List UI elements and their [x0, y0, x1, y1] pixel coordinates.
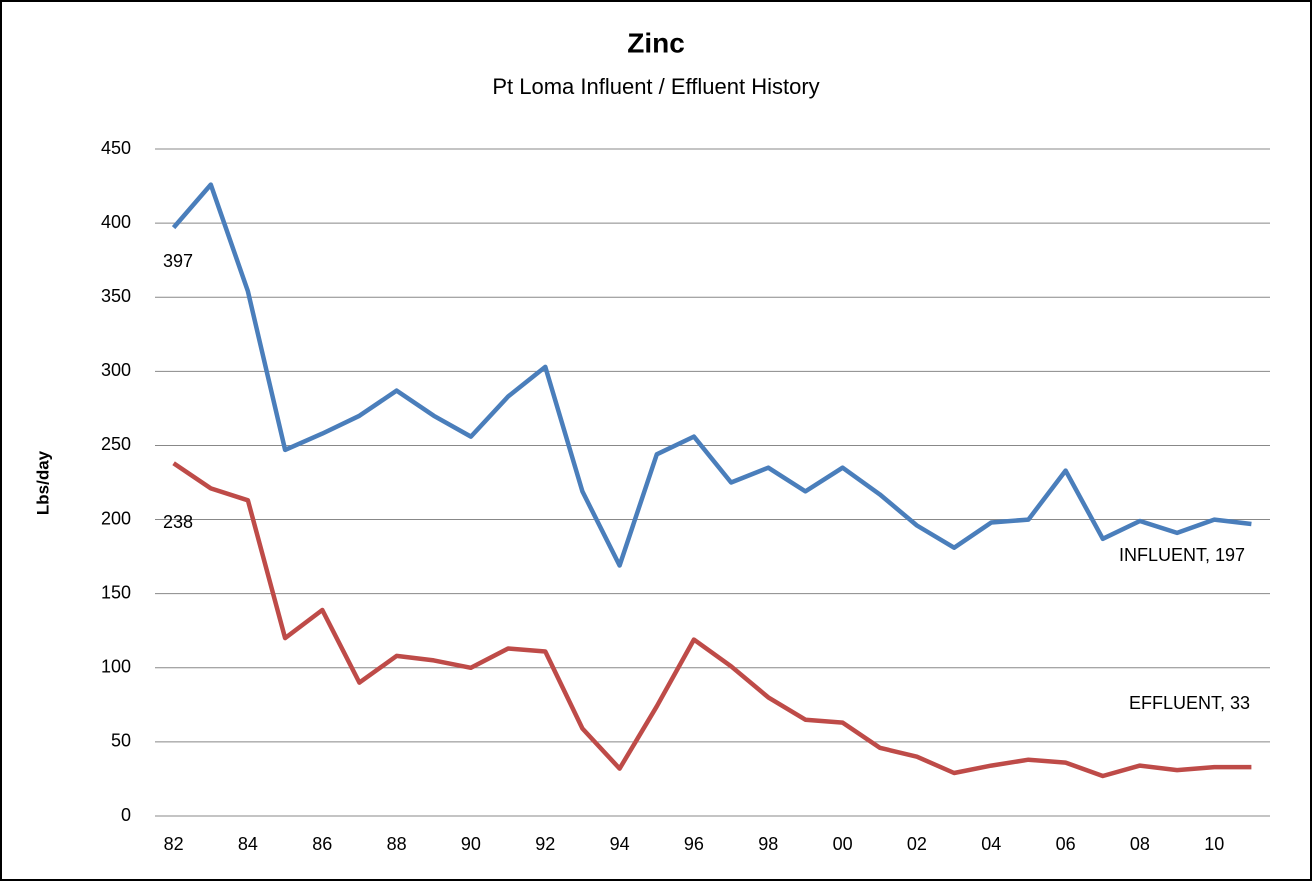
- y-tick-label: 350: [101, 286, 131, 306]
- x-tick-label: 04: [981, 834, 1001, 854]
- x-tick-label: 86: [312, 834, 332, 854]
- chart-title: Zinc: [627, 27, 685, 58]
- x-tick-label: 98: [758, 834, 778, 854]
- y-tick-label: 0: [121, 805, 131, 825]
- x-tick-label: 96: [684, 834, 704, 854]
- y-tick-label: 100: [101, 657, 131, 677]
- y-tick-label: 250: [101, 434, 131, 454]
- x-tick-label: 84: [238, 834, 258, 854]
- annotation: INFLUENT, 197: [1119, 545, 1245, 565]
- series-line: [172, 461, 1252, 779]
- x-tick-label: 10: [1204, 834, 1224, 854]
- y-tick-label: 400: [101, 212, 131, 232]
- x-tick-label: 82: [164, 834, 184, 854]
- y-tick-label: 150: [101, 582, 131, 602]
- y-tick-label: 200: [101, 508, 131, 528]
- y-tick-label: 50: [111, 731, 131, 751]
- annotation: EFFLUENT, 33: [1129, 693, 1250, 713]
- y-axis-label: Lbs/day: [33, 450, 52, 515]
- annotation: 397: [163, 251, 193, 271]
- x-tick-label: 90: [461, 834, 481, 854]
- x-tick-label: 00: [833, 834, 853, 854]
- y-tick-label: 300: [101, 360, 131, 380]
- x-tick-label: 94: [610, 834, 630, 854]
- x-tick-label: 02: [907, 834, 927, 854]
- series-line: [171, 182, 1252, 568]
- chart-subtitle: Pt Loma Influent / Effluent History: [492, 74, 819, 99]
- x-tick-label: 08: [1130, 834, 1150, 854]
- y-tick-label: 450: [101, 138, 131, 158]
- x-tick-label: 88: [387, 834, 407, 854]
- x-tick-label: 06: [1056, 834, 1076, 854]
- x-tick-label: 92: [535, 834, 555, 854]
- annotation: 238: [163, 512, 193, 532]
